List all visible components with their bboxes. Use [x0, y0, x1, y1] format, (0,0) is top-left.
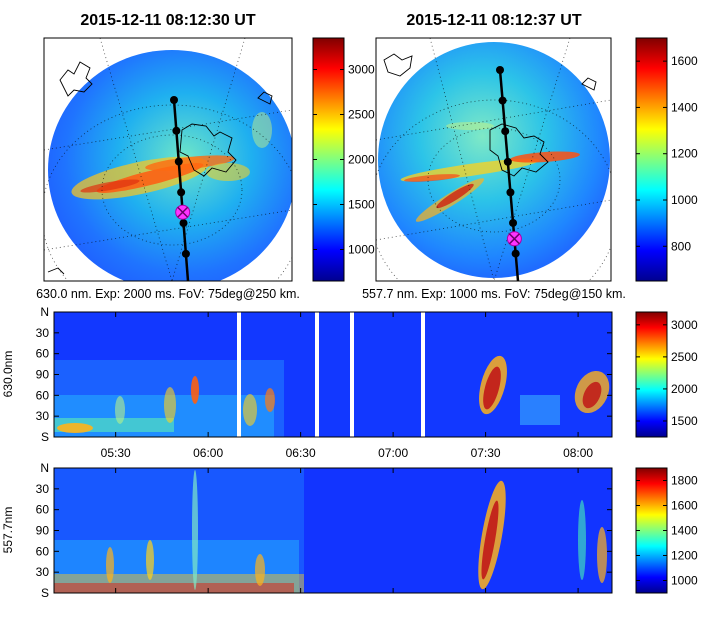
colorbar-630-allsky: [312, 37, 345, 282]
keogram-xtick-label: 06:30: [286, 446, 316, 460]
keogram-ytick-label: N: [40, 305, 49, 319]
track-557-point: [509, 218, 518, 227]
ylabel-557: 557.7nm: [1, 507, 15, 554]
colorbar-tick-label: 3000: [671, 318, 698, 332]
colorbar-tick-label: 1500: [348, 198, 375, 212]
keogram-ytick-label: 60: [36, 347, 50, 361]
keogram-ytick-label: 90: [36, 368, 50, 382]
ylabel-630: 630.0nm: [1, 351, 15, 398]
colorbar-tick-label: 1000: [348, 243, 375, 257]
track-557-point: [496, 66, 504, 74]
keogram-ytick-label: 60: [36, 503, 50, 517]
title-right: 2015-12-11 08:12:37 UT: [406, 12, 581, 29]
track-557-point: [506, 188, 515, 197]
track-557-point: [503, 157, 512, 166]
keogram-ytick-label: N: [40, 461, 49, 475]
keogram-xtick-label: 05:30: [101, 446, 131, 460]
track-630-point: [172, 126, 181, 135]
colorbar-557-allsky: [635, 37, 668, 282]
colorbar-tick-label: 800: [671, 239, 691, 253]
track-557-point: [511, 249, 520, 258]
track-557-point: [501, 127, 510, 136]
keogram-xtick-label: 06:00: [193, 446, 223, 460]
caption-right: 557.7 nm. Exp: 1000 ms. FoV: 75deg@150 k…: [362, 287, 626, 301]
allsky-frame-557: [375, 37, 612, 282]
track-630-point: [177, 188, 186, 197]
colorbar-630-keogram: [635, 311, 668, 438]
track-557-marker-x: [508, 233, 520, 245]
track-630-point: [170, 96, 178, 104]
keogram-ytick-label: S: [41, 430, 49, 444]
chart-marks: 1000 1500 2000 2500 3000 800 1000 1200 1400 1600 1…: [36, 54, 698, 600]
keogram-xtick-label: 08:00: [563, 446, 593, 460]
colorbar-tick-label: 2000: [348, 153, 375, 167]
colorbar-tick-label: 1000: [671, 574, 698, 588]
track-630-point: [179, 219, 188, 228]
colorbar-tick-label: 2000: [671, 382, 698, 396]
colorbar-tick-label: 1500: [671, 414, 698, 428]
keogram-557: [54, 468, 612, 593]
keogram-ytick-label: 60: [36, 388, 50, 402]
colorbar-tick-label: 2500: [671, 350, 698, 364]
keogram-xtick-label: 07:00: [378, 446, 408, 460]
colorbar-557-keogram: [635, 467, 668, 594]
track-630-point: [181, 249, 190, 258]
keogram-ytick-label: 30: [36, 482, 50, 496]
colorbar-tick-label: 3000: [348, 63, 375, 77]
keogram-ytick-label: S: [41, 586, 49, 600]
colorbar-tick-label: 1000: [671, 193, 698, 207]
keogram-ytick-label: 30: [36, 326, 50, 340]
keogram-ytick-label: 30: [36, 565, 50, 579]
keogram-ytick-label: 30: [36, 409, 50, 423]
keogram-630: [54, 312, 612, 437]
keogram-ytick-label: 60: [36, 544, 50, 558]
colorbar-tick-label: 1600: [671, 54, 698, 68]
colorbar-tick-label: 2500: [348, 108, 375, 122]
track-557-point: [498, 96, 507, 105]
colorbar-tick-label: 1800: [671, 474, 698, 488]
keogram-xtick-label: 07:30: [471, 446, 501, 460]
colorbar-tick-label: 1200: [671, 147, 698, 161]
allsky-frame-630: [43, 37, 293, 282]
track-630-marker-x: [177, 206, 189, 218]
title-left: 2015-12-11 08:12:30 UT: [80, 12, 255, 29]
caption-left: 630.0 nm. Exp: 2000 ms. FoV: 75deg@250 k…: [36, 287, 300, 301]
keogram-630-gaps: [237, 312, 425, 437]
colorbar-tick-label: 1400: [671, 524, 698, 538]
allsky-image-557: [376, 38, 611, 281]
colorbar-tick-label: 1200: [671, 549, 698, 563]
allsky-image-630: [44, 38, 292, 281]
track-630-point: [174, 157, 183, 166]
colorbar-tick-label: 1400: [671, 100, 698, 114]
colorbar-tick-label: 1600: [671, 499, 698, 513]
keogram-ytick-label: 90: [36, 524, 50, 538]
